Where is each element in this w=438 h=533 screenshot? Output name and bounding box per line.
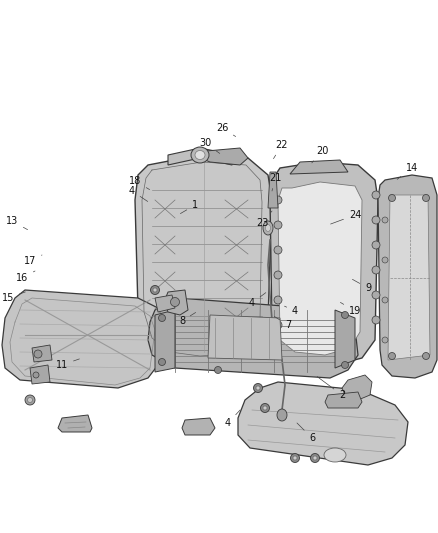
Ellipse shape — [274, 246, 282, 254]
Text: 4: 4 — [225, 410, 240, 428]
Polygon shape — [155, 295, 175, 312]
Polygon shape — [32, 345, 52, 362]
Ellipse shape — [313, 456, 317, 460]
Ellipse shape — [265, 224, 271, 231]
Ellipse shape — [256, 386, 260, 390]
Text: 13: 13 — [6, 216, 28, 230]
Ellipse shape — [277, 409, 287, 421]
Polygon shape — [2, 290, 165, 388]
Ellipse shape — [254, 384, 262, 392]
Ellipse shape — [215, 367, 222, 374]
Ellipse shape — [274, 196, 282, 204]
Polygon shape — [378, 175, 437, 378]
Polygon shape — [388, 195, 430, 360]
Text: 6: 6 — [297, 423, 315, 443]
Text: 22: 22 — [273, 140, 288, 159]
Ellipse shape — [342, 361, 349, 368]
Text: 4: 4 — [285, 306, 298, 316]
Ellipse shape — [170, 297, 180, 306]
Ellipse shape — [372, 241, 380, 249]
Text: 26: 26 — [216, 123, 236, 136]
Text: 9: 9 — [353, 279, 371, 293]
Polygon shape — [58, 415, 92, 432]
Ellipse shape — [311, 454, 319, 463]
Ellipse shape — [372, 291, 380, 299]
Polygon shape — [268, 172, 278, 208]
Ellipse shape — [389, 352, 396, 359]
Text: 18: 18 — [129, 176, 150, 190]
Ellipse shape — [382, 337, 388, 343]
Ellipse shape — [382, 217, 388, 223]
Text: 7: 7 — [274, 317, 291, 330]
Text: 1: 1 — [180, 200, 198, 214]
Ellipse shape — [423, 352, 430, 359]
Polygon shape — [335, 310, 355, 368]
Ellipse shape — [261, 403, 269, 413]
Polygon shape — [148, 298, 358, 378]
Polygon shape — [270, 162, 378, 365]
Text: 17: 17 — [24, 255, 42, 266]
Ellipse shape — [159, 314, 166, 321]
Ellipse shape — [34, 350, 42, 358]
Polygon shape — [135, 155, 272, 360]
Text: 8: 8 — [179, 312, 196, 326]
Ellipse shape — [382, 297, 388, 303]
Text: 4: 4 — [129, 186, 148, 201]
Ellipse shape — [372, 316, 380, 324]
Text: 16: 16 — [16, 271, 35, 283]
Text: 21: 21 — [269, 173, 281, 191]
Ellipse shape — [159, 359, 166, 366]
Text: 24: 24 — [331, 210, 361, 224]
Polygon shape — [278, 182, 362, 355]
Ellipse shape — [274, 271, 282, 279]
Ellipse shape — [293, 456, 297, 460]
Polygon shape — [290, 160, 348, 174]
Ellipse shape — [342, 311, 349, 319]
Ellipse shape — [389, 195, 396, 201]
Ellipse shape — [28, 398, 32, 402]
Ellipse shape — [274, 221, 282, 229]
Polygon shape — [325, 392, 362, 408]
Polygon shape — [155, 310, 175, 372]
Ellipse shape — [25, 395, 35, 405]
Ellipse shape — [195, 150, 205, 159]
Ellipse shape — [153, 288, 157, 292]
Polygon shape — [182, 418, 215, 435]
Text: 23: 23 — [256, 211, 272, 228]
Polygon shape — [168, 148, 235, 165]
Ellipse shape — [33, 372, 39, 378]
Ellipse shape — [372, 191, 380, 199]
Text: 30: 30 — [199, 138, 220, 154]
Ellipse shape — [372, 266, 380, 274]
Polygon shape — [195, 148, 248, 165]
Text: 19: 19 — [340, 302, 361, 316]
Ellipse shape — [423, 195, 430, 201]
Ellipse shape — [263, 221, 273, 235]
Polygon shape — [342, 375, 372, 400]
Ellipse shape — [324, 448, 346, 462]
Ellipse shape — [263, 406, 267, 410]
Text: 11: 11 — [56, 359, 79, 370]
Text: 2: 2 — [317, 377, 345, 400]
Text: 14: 14 — [397, 163, 418, 179]
Ellipse shape — [274, 296, 282, 304]
Ellipse shape — [191, 147, 209, 163]
Ellipse shape — [382, 257, 388, 263]
Polygon shape — [208, 315, 282, 360]
Ellipse shape — [372, 216, 380, 224]
Polygon shape — [238, 382, 408, 465]
Polygon shape — [30, 365, 50, 384]
Ellipse shape — [290, 454, 300, 463]
Ellipse shape — [274, 321, 282, 329]
Text: 4: 4 — [249, 293, 266, 308]
Text: 15: 15 — [2, 292, 25, 303]
Polygon shape — [164, 290, 188, 315]
Ellipse shape — [151, 286, 159, 295]
Text: 20: 20 — [312, 146, 328, 163]
